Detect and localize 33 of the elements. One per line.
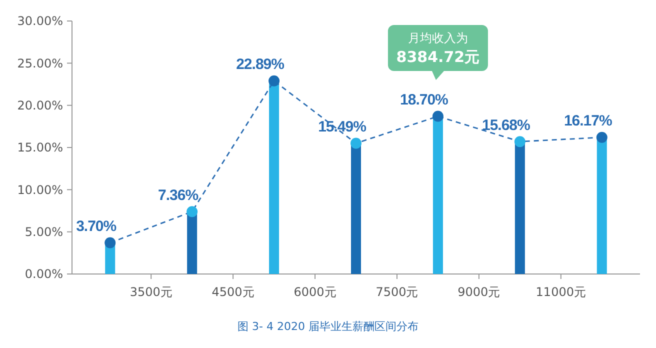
bar — [269, 80, 280, 274]
bar — [514, 142, 525, 274]
y-tick-label: 10.00% — [17, 182, 63, 197]
point — [104, 237, 116, 248]
y-tick-label: 5.00% — [24, 225, 63, 240]
data-label: 15.68% — [482, 116, 530, 134]
caption: 图 3- 4 2020 届毕业生薪酬区间分布 — [238, 320, 418, 333]
annotation: 月均收入为 8384.72元 — [396, 31, 480, 66]
x-tick-label: 4500元 — [212, 285, 254, 299]
data-label: 22.89% — [236, 56, 284, 73]
point — [596, 132, 608, 143]
data-label: 18.70% — [400, 91, 448, 108]
x-tick-label: 11000元 — [536, 285, 586, 299]
x-tick-label: 9000元 — [458, 285, 500, 299]
y-tick-label: 20.00% — [17, 98, 63, 113]
point — [432, 110, 444, 122]
x-tick-label: 7500元 — [376, 285, 418, 299]
bar — [596, 138, 607, 274]
point — [514, 136, 526, 148]
y-tick-label: 30.00% — [17, 14, 63, 28]
data-label: 16.17% — [564, 112, 612, 130]
point — [350, 138, 362, 149]
x-tick-label: 3500元 — [130, 285, 172, 299]
data-label: 3.70% — [76, 218, 116, 235]
point — [186, 206, 198, 218]
y-tick-label: 25.00% — [17, 56, 63, 70]
bar — [187, 212, 198, 274]
data-label: 15.49% — [318, 118, 366, 136]
y-tick-label: 15.00% — [17, 140, 63, 155]
y-tick-label: 0.00% — [24, 267, 63, 282]
data-label: 7.36% — [158, 186, 198, 204]
x-tick-label: 6000元 — [294, 285, 336, 299]
point — [268, 75, 280, 86]
